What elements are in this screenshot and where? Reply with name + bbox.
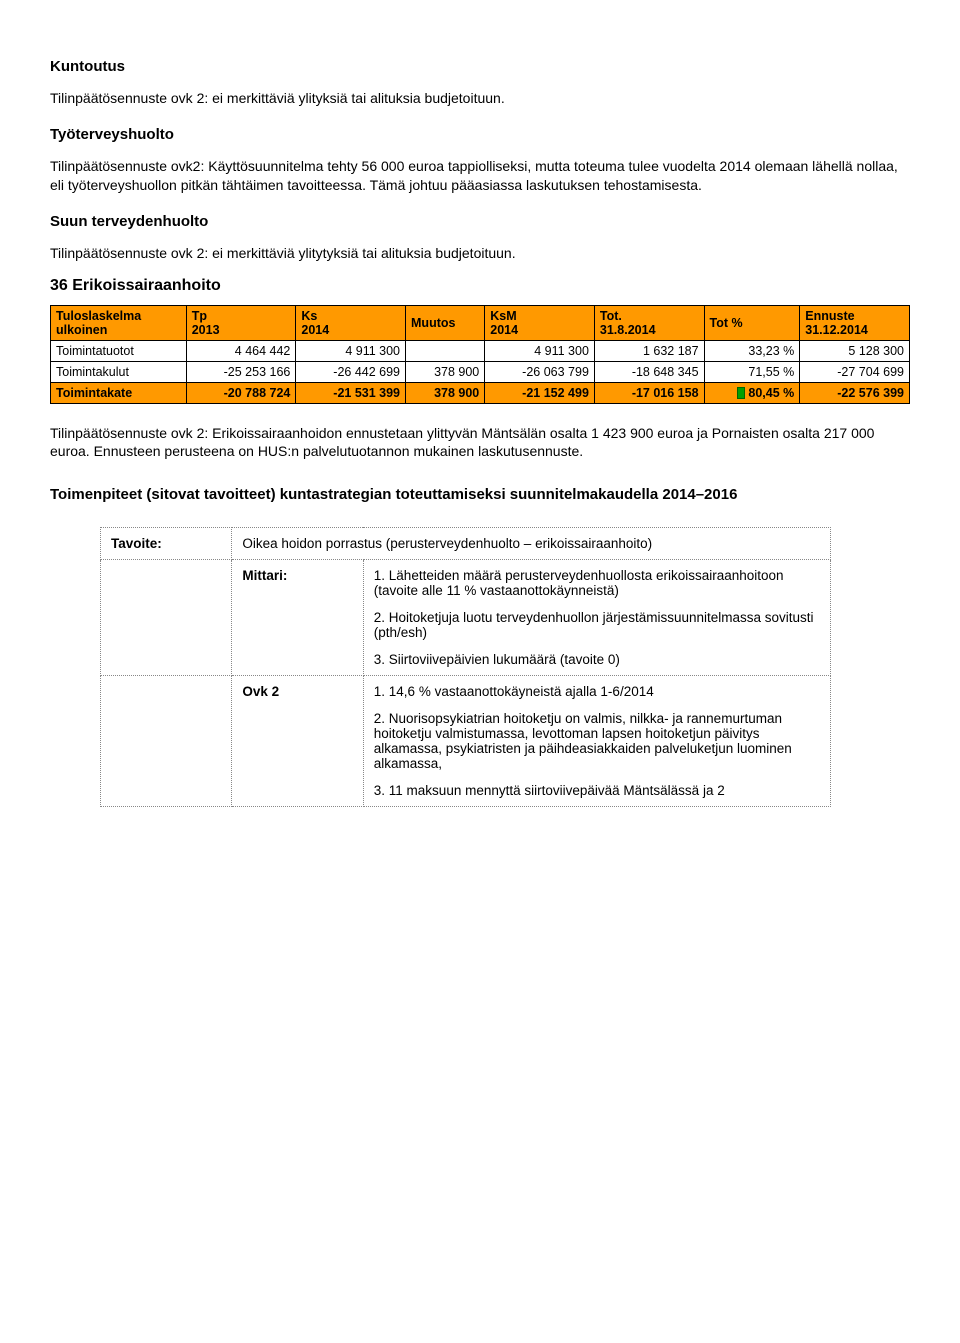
table-header-row: Tuloslaskelmaulkoinen Tp2013 Ks2014 Muut… bbox=[51, 305, 910, 340]
ovk-text: 1. 14,6 % vastaanottokäyneistä ajalla 1-… bbox=[363, 675, 830, 806]
th: Ennuste31.12.2014 bbox=[800, 305, 910, 340]
ovk-label: Ovk 2 bbox=[232, 675, 363, 806]
mittari-item: 2. Hoitoketjuja luotu terveydenhuollon j… bbox=[374, 610, 820, 640]
table-cell: -26 063 799 bbox=[485, 361, 595, 382]
table-cell: -18 648 345 bbox=[594, 361, 704, 382]
toimenpiteet-heading: Toimenpiteet (sitovat tavoitteet) kuntas… bbox=[50, 485, 910, 505]
table-cell: 4 464 442 bbox=[186, 340, 296, 361]
table-cell: -26 442 699 bbox=[296, 361, 406, 382]
th: Muutos bbox=[406, 305, 485, 340]
suun-title: Suun terveydenhuolto bbox=[50, 213, 910, 230]
table-row: Toimintakulut-25 253 166-26 442 699378 9… bbox=[51, 361, 910, 382]
mittari-item: 3. Siirtoviivepäivien lukumäärä (tavoite… bbox=[374, 652, 820, 667]
th: Tp2013 bbox=[186, 305, 296, 340]
table-cell: 1 632 187 bbox=[594, 340, 704, 361]
table-cell: 33,23 % bbox=[704, 340, 800, 361]
empty-cell bbox=[101, 559, 232, 675]
table-cell: 378 900 bbox=[406, 382, 485, 403]
table-cell bbox=[406, 340, 485, 361]
suun-text: Tilinpäätösennuste ovk 2: ei merkittäviä… bbox=[50, 244, 910, 263]
empty-cell bbox=[101, 675, 232, 806]
table-cell: -17 016 158 bbox=[594, 382, 704, 403]
mittari-label: Mittari: bbox=[232, 559, 363, 675]
kuntoutus-text: Tilinpäätösennuste ovk 2: ei merkittäviä… bbox=[50, 89, 910, 108]
th: Tuloslaskelmaulkoinen bbox=[51, 305, 187, 340]
table-cell: Toimintakate bbox=[51, 382, 187, 403]
erikois-title: 36 Erikoissairaanhoito bbox=[50, 277, 910, 295]
table-cell: 378 900 bbox=[406, 361, 485, 382]
table-row: Mittari: 1. Lähetteiden määrä perusterve… bbox=[101, 559, 831, 675]
tavoite-label: Tavoite: bbox=[101, 527, 232, 559]
table-row: Ovk 2 1. 14,6 % vastaanottokäyneistä aja… bbox=[101, 675, 831, 806]
ovk-item: 1. 14,6 % vastaanottokäyneistä ajalla 1-… bbox=[374, 684, 820, 699]
table-row: Toimintatuotot4 464 4424 911 3004 911 30… bbox=[51, 340, 910, 361]
table-cell: 4 911 300 bbox=[296, 340, 406, 361]
table-cell: -27 704 699 bbox=[800, 361, 910, 382]
table-cell: -20 788 724 bbox=[186, 382, 296, 403]
tavoite-text: Oikea hoidon porrastus (perusterveydenhu… bbox=[232, 527, 831, 559]
th: Tot.31.8.2014 bbox=[594, 305, 704, 340]
th: Tot % bbox=[704, 305, 800, 340]
table-cell: 5 128 300 bbox=[800, 340, 910, 361]
table-cell: 4 911 300 bbox=[485, 340, 595, 361]
indicator-icon bbox=[737, 387, 745, 399]
table-row: Tavoite: Oikea hoidon porrastus (peruste… bbox=[101, 527, 831, 559]
table-cell: -21 152 499 bbox=[485, 382, 595, 403]
mittari-item: 1. Lähetteiden määrä perusterveydenhuoll… bbox=[374, 568, 820, 598]
table-cell: -21 531 399 bbox=[296, 382, 406, 403]
table-cell: Toimintakulut bbox=[51, 361, 187, 382]
tyoterveys-title: Työterveyshuolto bbox=[50, 126, 910, 143]
table-cell: 71,55 % bbox=[704, 361, 800, 382]
tavoite-grid: Tavoite: Oikea hoidon porrastus (peruste… bbox=[100, 527, 831, 807]
table-cell: Toimintatuotot bbox=[51, 340, 187, 361]
table-row: Toimintakate-20 788 724-21 531 399378 90… bbox=[51, 382, 910, 403]
kuntoutus-title: Kuntoutus bbox=[50, 58, 910, 75]
mittari-text: 1. Lähetteiden määrä perusterveydenhuoll… bbox=[363, 559, 830, 675]
ovk-item: 2. Nuorisopsykiatrian hoitoketju on valm… bbox=[374, 711, 820, 771]
th: Ks2014 bbox=[296, 305, 406, 340]
ovk-item: 3. 11 maksuun mennyttä siirtoviivepäivää… bbox=[374, 783, 820, 798]
table-cell: 80,45 % bbox=[704, 382, 800, 403]
tuloslaskelma-table: Tuloslaskelmaulkoinen Tp2013 Ks2014 Muut… bbox=[50, 305, 910, 404]
table-cell: -25 253 166 bbox=[186, 361, 296, 382]
tyoterveys-text: Tilinpäätösennuste ovk2: Käyttösuunnitel… bbox=[50, 157, 910, 195]
table-cell: -22 576 399 bbox=[800, 382, 910, 403]
th: KsM2014 bbox=[485, 305, 595, 340]
after-table-text: Tilinpäätösennuste ovk 2: Erikoissairaan… bbox=[50, 424, 910, 462]
